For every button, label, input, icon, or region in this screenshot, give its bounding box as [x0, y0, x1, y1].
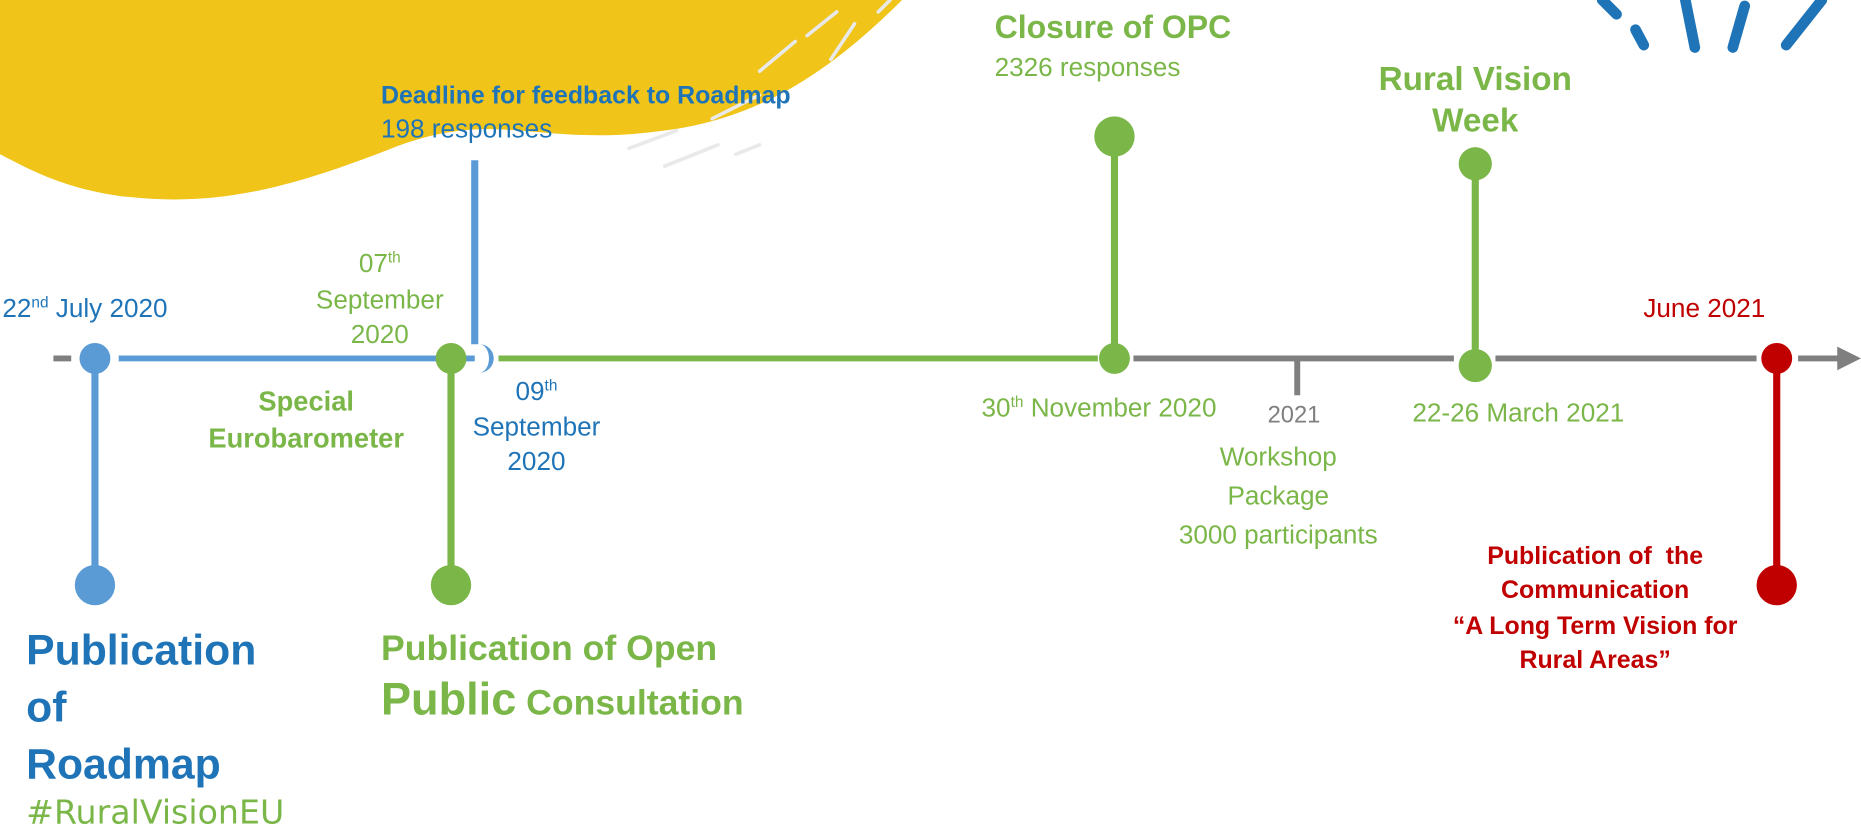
date-label: 2021	[1268, 403, 1321, 429]
date-label: 22nd July 2020	[2, 293, 167, 323]
opc-marker	[431, 343, 471, 605]
date-rest: July 2020	[49, 293, 168, 323]
opc-title-part: Consultation	[516, 682, 743, 722]
date-label: 30th November 2020	[982, 393, 1217, 423]
communication-marker	[1757, 343, 1797, 605]
date-label: 2020	[351, 319, 409, 349]
date-day: 30	[982, 393, 1011, 423]
rvw-marker	[1459, 147, 1492, 382]
date-day: 09	[516, 376, 545, 406]
feedback-marker	[475, 160, 494, 372]
closure-marker	[1094, 116, 1134, 374]
roadmap-title: Publication	[26, 627, 256, 675]
closure-title: Closure of OPC	[995, 9, 1232, 45]
date-suffix: nd	[31, 294, 48, 311]
workshop-label: Package	[1227, 480, 1329, 510]
rvw-title: Rural Vision	[1379, 61, 1572, 98]
feedback-title: Deadline for feedback to Roadmap	[381, 81, 791, 109]
date-label: September	[316, 285, 444, 315]
date-rest: November 2020	[1023, 393, 1216, 423]
rvw-title: Week	[1432, 103, 1519, 140]
date-label: 09th	[516, 376, 558, 406]
opc-title-part: Public	[381, 673, 516, 724]
opc-title: Public Consultation	[381, 673, 744, 724]
roadmap-marker	[75, 343, 115, 605]
logo-rays	[1602, 0, 1822, 47]
roadmap-title: Roadmap	[26, 741, 221, 789]
communication-label: “A Long Term Vision for	[1453, 612, 1738, 640]
date-label: June 2021	[1643, 293, 1765, 323]
date-suffix: th	[545, 377, 558, 394]
communication-label: Communication	[1501, 576, 1689, 604]
roadmap-title: of	[26, 684, 67, 732]
hashtag: #RuralVisionEU	[26, 793, 284, 832]
communication-label: Rural Areas”	[1519, 646, 1670, 674]
date-label: 2020	[507, 446, 565, 476]
page: 22nd July 2020 07th September 2020 09th …	[0, 0, 1861, 832]
date-suffix: th	[388, 249, 401, 266]
date-label: 07th	[359, 248, 401, 278]
timeline-axis	[53, 347, 1861, 371]
closure-count: 2326 responses	[995, 52, 1181, 82]
eurobarometer-label: Special	[258, 386, 354, 417]
date-label: 22-26 March 2021	[1412, 397, 1624, 427]
date-day: 22	[2, 293, 31, 323]
date-suffix: th	[1011, 394, 1024, 411]
date-day: 07	[359, 248, 388, 278]
workshop-label: Workshop	[1220, 441, 1337, 471]
feedback-count: 198 responses	[381, 114, 552, 144]
eurobarometer-label: Eurobarometer	[208, 422, 404, 453]
timeline: 22nd July 2020 07th September 2020 09th …	[0, 0, 1861, 832]
date-label: September	[473, 412, 601, 442]
workshop-label: 3000 participants	[1179, 520, 1378, 550]
communication-label: Publication of the	[1487, 542, 1703, 570]
opc-title: Publication of Open	[381, 628, 717, 668]
